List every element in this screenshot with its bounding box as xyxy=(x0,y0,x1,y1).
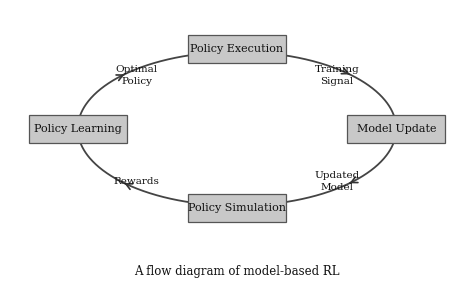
FancyBboxPatch shape xyxy=(28,115,127,143)
Text: Policy Learning: Policy Learning xyxy=(34,124,122,134)
Text: Updated
Model: Updated Model xyxy=(314,171,360,192)
FancyBboxPatch shape xyxy=(188,35,286,63)
Text: Policy Simulation: Policy Simulation xyxy=(188,203,286,213)
Text: Model Update: Model Update xyxy=(356,124,436,134)
Text: A flow diagram of model-based RL: A flow diagram of model-based RL xyxy=(134,265,340,278)
Text: Training
Signal: Training Signal xyxy=(315,65,359,86)
Text: Rewards: Rewards xyxy=(114,177,160,186)
FancyBboxPatch shape xyxy=(188,194,286,222)
Text: Optimal
Policy: Optimal Policy xyxy=(116,65,158,86)
Text: Policy Execution: Policy Execution xyxy=(191,44,283,54)
FancyBboxPatch shape xyxy=(347,115,446,143)
